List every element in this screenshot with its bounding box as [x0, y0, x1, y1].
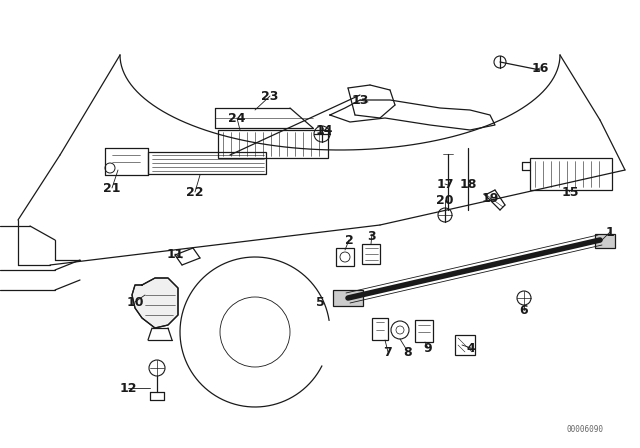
Bar: [595, 234, 615, 248]
Text: 8: 8: [404, 345, 412, 358]
Bar: [530, 158, 612, 190]
Text: 6: 6: [520, 303, 528, 316]
Text: 10: 10: [126, 296, 144, 309]
Text: 19: 19: [481, 191, 499, 204]
Text: 17: 17: [436, 177, 454, 190]
Text: 24: 24: [228, 112, 246, 125]
Bar: [362, 244, 380, 264]
Text: 20: 20: [436, 194, 454, 207]
Text: 14: 14: [316, 124, 333, 137]
Text: 12: 12: [119, 382, 137, 395]
Text: 1: 1: [605, 225, 614, 238]
Text: 3: 3: [368, 229, 376, 242]
Text: 16: 16: [531, 61, 548, 74]
Text: 23: 23: [261, 90, 278, 103]
Text: 11: 11: [166, 247, 184, 260]
Bar: [336, 248, 354, 266]
Polygon shape: [132, 278, 178, 328]
Bar: [333, 290, 363, 306]
Text: 13: 13: [351, 94, 369, 107]
Text: 9: 9: [424, 341, 432, 354]
Text: 00006090: 00006090: [566, 426, 604, 435]
Text: 7: 7: [383, 345, 392, 358]
Text: 2: 2: [344, 233, 353, 246]
Text: 15: 15: [561, 185, 579, 198]
Text: 5: 5: [316, 296, 324, 309]
Text: 22: 22: [186, 185, 204, 198]
Text: 4: 4: [467, 341, 476, 354]
Text: 21: 21: [103, 181, 121, 194]
Bar: [415, 320, 433, 342]
Text: 18: 18: [460, 177, 477, 190]
Bar: [455, 335, 475, 355]
Bar: [372, 318, 388, 340]
Bar: [218, 130, 328, 158]
